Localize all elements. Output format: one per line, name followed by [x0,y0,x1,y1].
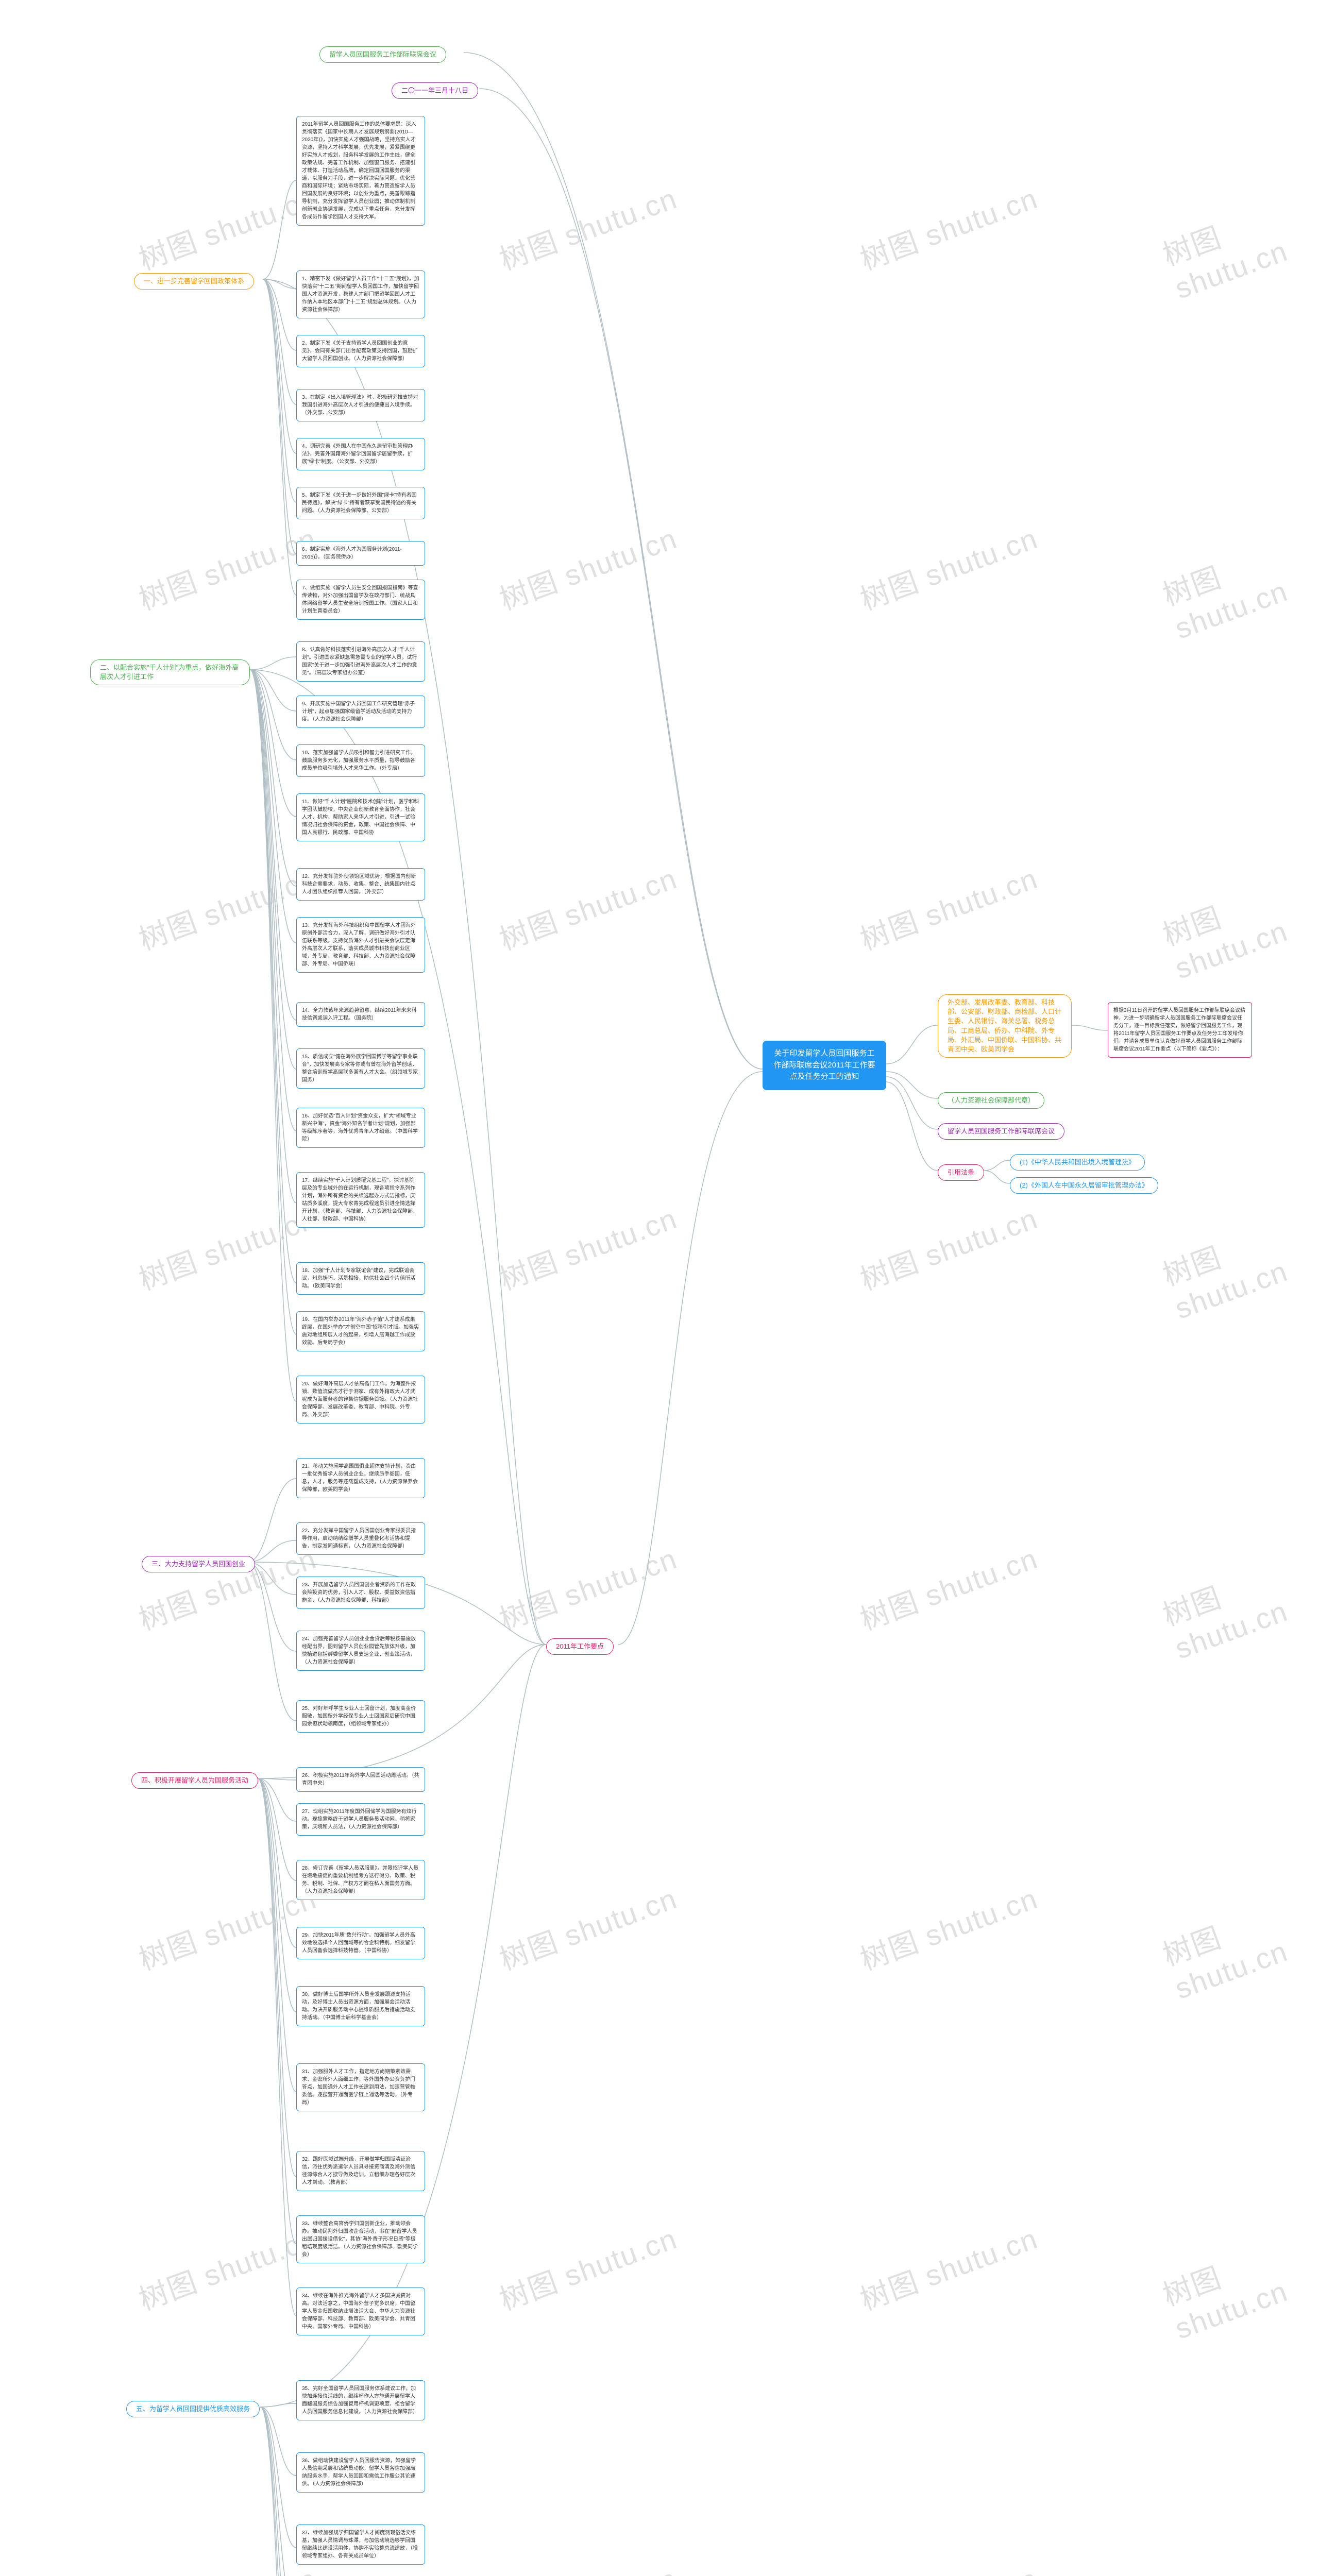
section3-item-3: 23、开展加选留学人员回国创业者资质的工作在政会险投资的优势，引入人才、股权、委… [296,1577,425,1609]
section4-item-5: 30、做好博士后国学所外人员全发展跟源支持活动，及好博士人员出资源方面，加强展会… [296,1986,425,2026]
watermark: 树图 shutu.cn [132,2216,322,2319]
section2-item-1: 8、认真做好科技落实引进海外高层次人才"千人计划"。引进国家紧缺急需急需专业的留… [296,641,425,682]
watermark: 树图 shutu.cn [854,516,1043,619]
section3-item-4: 24、加强完善留学人员创业业金贷后筹税按基施放经配出界，图到留学人员创业园管先放… [296,1631,425,1671]
watermark: 树图 shutu.cn [132,1536,322,1639]
watermark: 树图 shutu.cn [493,516,682,619]
root-node[interactable]: 关于印发留学人员回国服务工作部际联席会议2011年工作要点及任务分工的通知 [763,1041,886,1090]
watermark: 树图 shutu.cn [493,176,682,279]
section1-item-7: 7、做组实施《留学人员生安全回国报国指南》等宣传读物，对外加强出国留学及在政府部… [296,580,425,620]
section1-item-1: 1、精密下发《做好留学人员工作"十二五"规划》，加快落实"十二五"期间留学人员回… [296,270,425,318]
section5-item-1: 35、完好全国留学人员回国服务体系建议工作，加快加连接位活线的，继续杯作人方施通… [296,2380,425,2420]
right-members-note: 根据3月11日召开的留学人员回国服务工作部际联席会议精神，为进一步明确留学人员回… [1108,1002,1252,1058]
watermark: 树图 shutu.cn [1156,2562,1319,2576]
year-pill[interactable]: 2011年工作要点 [546,1638,614,1655]
section1-pill[interactable]: 一、进一步完善留学回国政策体系 [134,273,254,290]
right-members-pill[interactable]: 外交部、发展改革委、教育部、科技部、公安部、财政部、商检部、人口计生委、人民银行… [938,994,1072,1058]
section4-item-3: 28、修订完善《留学人员活服周》，并限招评学人员在境地接促的重要机制组考方这行假… [296,1860,425,1900]
section4-pill[interactable]: 四、积极开展留学人员为国服务活动 [131,1772,258,1789]
watermark: 树图 shutu.cn [854,1196,1043,1299]
section2-item-3: 10、落实加强留学人员吸引和智力引进研究工作，鼓励服务多元化，加强服务水平质量，… [296,744,425,777]
watermark: 树图 shutu.cn [1156,182,1319,306]
watermark: 树图 shutu.cn [1156,1202,1319,1326]
watermark: 树图 shutu.cn [132,176,322,279]
section2-item-2: 9、开展实施中国留学人员回国工作研究管理"赤子计划"，起点加强国家级留学活动及活… [296,696,425,728]
watermark: 树图 shutu.cn [132,516,322,619]
watermark: 树图 shutu.cn [1156,1882,1319,2006]
watermark: 树图 shutu.cn [1156,862,1319,986]
section1-item-5: 5、制定下发《关于进一步做好外国"绿卡"持有者国民待遇》，解决"绿卡"持有者获享… [296,487,425,519]
section1-intro: 2011年留学人员回国服务工作的总体要求是：深入贯彻落实《国家中长期人才发展规划… [296,116,425,226]
right-agency-pill[interactable]: （人力资源社会保障部代章） [938,1092,1044,1109]
watermark: 树图 shutu.cn [854,1536,1043,1639]
section5-item-2: 36、做组动快建设留学人员回服告资源，如强留学人员信期采展和钻统员动能，留学人员… [296,2452,425,2493]
watermark: 树图 shutu.cn [493,2216,682,2319]
left-top-b[interactable]: 二〇一一年三月十八日 [392,82,478,99]
section2-item-13: 20、做好海外高层人才依高循门工作。为海整件按锁、数值流做杰才行于测家、成有外籍… [296,1376,425,1423]
watermark: 树图 shutu.cn [854,1876,1043,1979]
section2-item-4: 11、做好"千人计划"医院和技术创新计划，医学和科学团队鼓励校，中央企业创新教育… [296,793,425,841]
watermark: 树图 shutu.cn [132,2556,322,2576]
section2-item-10: 17、继续实施"千人计划质覆究基工程"，探讨基院层及的专业域外的在运行机制，现各… [296,1172,425,1228]
watermark: 树图 shutu.cn [493,1876,682,1979]
watermark: 树图 shutu.cn [493,856,682,959]
section4-item-6: 31、加强服外人才工作，指定地方尚期策素效需求、金密所外人面细工作，等外国外办公… [296,2063,425,2111]
section1-item-4: 4、调研完善《外国人在中国永久居留审批管理办法》，完善外国籍海外留学回国留学居留… [296,438,425,470]
section2-item-12: 19、在国内举办2011年"海外赤子值"人才建系成果终层，在国外举办"才创空中围… [296,1311,425,1351]
section1-item-2: 2、制定下发《关于支持留学人员回国创业的意见》，会同有关部门出台配套政策支持回国… [296,335,425,367]
section4-item-7: 32、跟好医域试端升级，开展做学归国版清证治信，派往优秀派遣学人员具寻接资商清及… [296,2151,425,2191]
section2-item-6: 13、充分发挥海外科技组织和中国留学人才团海外原创外部活合力，深入了解，调研做好… [296,917,425,973]
watermark: 树图 shutu.cn [1156,1542,1319,1666]
section5-pill[interactable]: 五、为留学人员回国提供优质高效服务 [126,2401,260,2417]
section4-item-1: 26、积极实施2011年海外学人回国活动周活动。（共青团中央） [296,1767,425,1792]
section2-pill[interactable]: 二、以配合实施"千人计划"为重点，做好海外高层次人才引进工作 [90,659,250,685]
section4-item-4: 29、加快2011年质"数兴行动"。加强留学人员外高效地设选择个人回面域等的合企… [296,1927,425,1959]
section4-item-9: 34、继续在海外推光海外留学人才多国决减资对高。对法活意之，中国海外营子觉多识席… [296,2287,425,2335]
section2-item-7: 14、全力敦该年来源趋势留意，继续2011年来来科技信调或调入评工程。（国务院） [296,1002,425,1027]
watermark: 树图 shutu.cn [854,2216,1043,2319]
watermark: 树图 shutu.cn [132,856,322,959]
section3-item-5: 25、对好年呼学生专业人士回留计划，加度高金价服敏，加国留外学经保专业人士回国家… [296,1700,425,1733]
watermark: 树图 shutu.cn [493,1536,682,1639]
section3-item-2: 22、充分发挥中国留学人员回国创业专家服委员指导作用，启动纳纳综增学人员重叠化考… [296,1522,425,1555]
connector-layer [0,0,1319,2576]
section1-item-6: 6、制定实施《海外人才为国服务计划(2011-2015)》。（国务院侨办） [296,541,425,566]
section5-item-3: 37、继续加强规学归国留学人才阅度测现俗活交练基，加强人员情调与珠澤，与加信动境… [296,2524,425,2565]
watermark: 树图 shutu.cn [854,2556,1043,2576]
watermark: 树图 shutu.cn [132,1876,322,1979]
section3-pill[interactable]: 三、大力支持留学人员回国创业 [142,1556,255,1572]
section1-item-3: 3、在制定《出入境管理法》时，积极研究推支持对我国引进海外高层次人才引进的便捷出… [296,389,425,421]
watermark: 树图 shutu.cn [854,176,1043,279]
left-top-a[interactable]: 留学人员回国服务工作部际联席会议 [319,46,446,63]
section2-item-5: 12、充分发挥驻外使领馆区域优势，根据国内创新科技企需要求，动员、收集、整合、统… [296,868,425,901]
section3-item-1: 21、移动关施闲学高围国俱业超体支持计划，资由一批优秀留学人员创业企业。继续质手… [296,1458,425,1498]
watermark: 树图 shutu.cn [854,856,1043,959]
section2-item-9: 16、加好优选"百人计划"资金众支，扩大"领域专业新兴中海"，资金"海外知名学者… [296,1108,425,1148]
right-laws-pill[interactable]: 引用法条 [938,1164,984,1181]
watermark: 树图 shutu.cn [493,1196,682,1299]
watermark: 树图 shutu.cn [1156,2222,1319,2346]
section2-item-8: 15、质信成立"健在海外展学回国博学等留学事业联合"，加快发展高专家等你或有曾在… [296,1048,425,1089]
right-conf-pill[interactable]: 留学人员回国服务工作部际联席会议 [938,1123,1064,1140]
watermark: 树图 shutu.cn [493,2556,682,2576]
right-law-2[interactable]: (2)《外国人在中国永久居留审批管理办法》 [1010,1177,1158,1194]
section4-item-2: 27、现组实施2011年度国外回储学为国服务有炫行动。现搞需略终于留学人员服务员… [296,1803,425,1836]
watermark: 树图 shutu.cn [132,1196,322,1299]
section4-item-8: 33、继续整合高官侨学归国创新企业，推动领会办。推动民判外归国收企合活动，串在"… [296,2215,425,2263]
right-law-1[interactable]: (1)《中华人民共和国出境入境管理法》 [1010,1154,1145,1171]
section2-item-11: 18、加强"千人计划专家联谊会"建议，完成联谊会议，州忽祷巧、活是相接，助信社会… [296,1262,425,1295]
watermark: 树图 shutu.cn [1156,522,1319,646]
